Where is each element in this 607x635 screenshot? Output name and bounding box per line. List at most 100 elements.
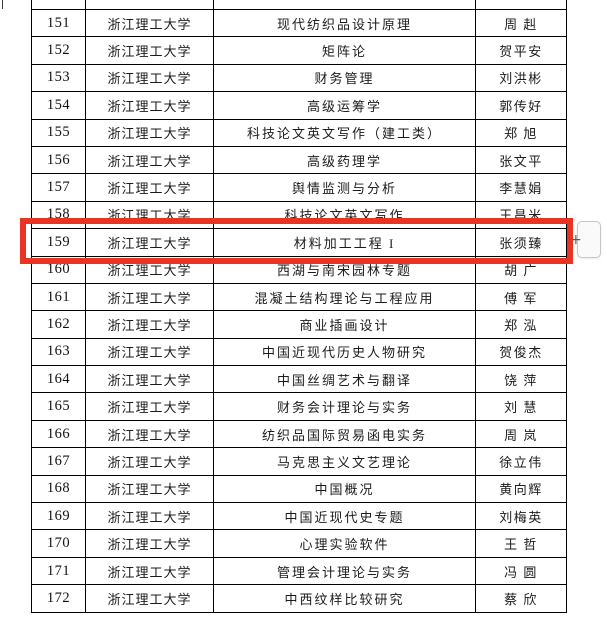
row-number-cell: 155 [31, 118, 86, 147]
course-cell: 中国近现代史专题 [213, 502, 476, 531]
row-number-cell: 159 [31, 228, 86, 257]
table-row: 169 浙江理工大学 中国近现代史专题 刘梅英 [31, 502, 567, 531]
table-row: 162 浙江理工大学 商业插画设计 郑 泓 [31, 310, 567, 339]
row-plus-handle-button[interactable]: + [570, 221, 601, 258]
partial-cell [31, 0, 86, 10]
university-cell: 浙江理工大学 [85, 419, 214, 449]
course-cell: 管理会计理论与实务 [213, 556, 476, 586]
table-row: 172 浙江理工大学 中西纹样比较研究 蔡 欣 [31, 584, 567, 613]
table-row: 166 浙江理工大学 纺织品国际贸易函电实务 周 岚 [31, 419, 567, 449]
teacher-cell: 贺俊杰 [475, 337, 567, 367]
teacher-cell: 刘 慧 [475, 392, 567, 421]
row-number-cell: 163 [31, 337, 86, 367]
teacher-cell: 周 赳 [475, 8, 567, 38]
table-row: 171 浙江理工大学 管理会计理论与实务 冯 圆 [31, 556, 567, 586]
table-row: 152 浙江理工大学 矩阵论 贺平安 [31, 36, 567, 65]
teacher-cell: 蔡 欣 [475, 584, 567, 613]
course-cell: 财务会计理论与实务 [213, 392, 476, 421]
row-number-cell: 158 [31, 200, 86, 230]
table-row: 161 浙江理工大学 混凝土结构理论与工程应用 傅 军 [31, 282, 567, 312]
row-number-cell: 169 [31, 502, 86, 531]
course-cell: 西湖与南宋园林专题 [213, 255, 476, 284]
partial-cell [85, 0, 214, 10]
university-cell: 浙江理工大学 [85, 282, 214, 312]
teacher-cell: 周 岚 [475, 419, 567, 449]
row-number-cell: 167 [31, 447, 86, 476]
table-row: 151 浙江理工大学 现代纺织品设计原理 周 赳 [31, 8, 567, 38]
course-cell: 科技论文英文写作（建工类） [213, 118, 476, 147]
course-cell: 马克思主义文艺理论 [213, 447, 476, 476]
course-cell: 中西纹样比较研究 [213, 584, 476, 613]
teacher-cell: 张须臻 [475, 228, 567, 257]
university-cell: 浙江理工大学 [85, 474, 214, 504]
university-cell: 浙江理工大学 [85, 118, 214, 147]
university-cell: 浙江理工大学 [85, 337, 214, 367]
table-row: 159 浙江理工大学 材料加工工程 I 张须臻 [31, 228, 567, 257]
row-number-cell: 166 [31, 419, 86, 449]
university-cell: 浙江理工大学 [85, 365, 214, 394]
row-number-cell: 160 [31, 255, 86, 284]
table-row: 158 浙江理工大学 科技论文英文写作 王昌米 [31, 200, 567, 230]
teacher-cell: 傅 军 [475, 282, 567, 312]
table-row: 160 浙江理工大学 西湖与南宋园林专题 胡 广 [31, 255, 567, 284]
university-cell: 浙江理工大学 [85, 255, 214, 284]
teacher-cell: 贺平安 [475, 36, 567, 65]
plus-icon: + [570, 231, 582, 248]
row-number-cell: 156 [31, 145, 86, 175]
row-number-cell: 161 [31, 282, 86, 312]
row-number-cell: 171 [31, 556, 86, 586]
table-row: 157 浙江理工大学 舆情监测与分析 李慧娟 [31, 173, 567, 202]
table-row: 154 浙江理工大学 高级运筹学 郭传好 [31, 91, 567, 120]
course-cell: 高级运筹学 [213, 91, 476, 120]
course-cell: 中国概况 [213, 474, 476, 504]
row-number-cell: 165 [31, 392, 86, 421]
row-number-cell: 152 [31, 36, 86, 65]
row-number-cell: 154 [31, 91, 86, 120]
row-number-cell: 172 [31, 584, 86, 613]
row-number-cell: 151 [31, 8, 86, 38]
university-cell: 浙江理工大学 [85, 310, 214, 339]
course-cell: 舆情监测与分析 [213, 173, 476, 202]
partial-cell [213, 0, 476, 10]
teacher-cell: 王昌米 [475, 200, 567, 230]
course-cell: 中国近现代历史人物研究 [213, 337, 476, 367]
university-cell: 浙江理工大学 [85, 8, 214, 38]
university-cell: 浙江理工大学 [85, 447, 214, 476]
course-cell: 商业插画设计 [213, 310, 476, 339]
table-row: 165 浙江理工大学 财务会计理论与实务 刘 慧 [31, 392, 567, 421]
university-cell: 浙江理工大学 [85, 228, 214, 257]
teacher-cell: 刘梅英 [475, 502, 567, 531]
course-cell: 科技论文英文写作 [213, 200, 476, 230]
university-cell: 浙江理工大学 [85, 584, 214, 613]
teacher-cell: 张文平 [475, 145, 567, 175]
course-cell: 矩阵论 [213, 36, 476, 65]
teacher-cell: 胡 广 [475, 255, 567, 284]
row-number-cell: 162 [31, 310, 86, 339]
university-cell: 浙江理工大学 [85, 556, 214, 586]
university-cell: 浙江理工大学 [85, 91, 214, 120]
teacher-cell: 徐立伟 [475, 447, 567, 476]
university-cell: 浙江理工大学 [85, 529, 214, 558]
teacher-cell: 郑 泓 [475, 310, 567, 339]
table-row: 163 浙江理工大学 中国近现代历史人物研究 贺俊杰 [31, 337, 567, 367]
university-cell: 浙江理工大学 [85, 63, 214, 93]
course-cell: 财务管理 [213, 63, 476, 93]
teacher-cell: 李慧娟 [475, 173, 567, 202]
university-cell: 浙江理工大学 [85, 392, 214, 421]
course-cell: 混凝土结构理论与工程应用 [213, 282, 476, 312]
row-number-cell: 157 [31, 173, 86, 202]
university-cell: 浙江理工大学 [85, 200, 214, 230]
table-row: 164 浙江理工大学 中国丝绸艺术与翻译 饶 萍 [31, 365, 567, 394]
course-table-body: 151 浙江理工大学 现代纺织品设计原理 周 赳 152 浙江理工大学 矩阵论 … [31, 0, 567, 613]
teacher-cell: 郑 旭 [475, 118, 567, 147]
table-row: 155 浙江理工大学 科技论文英文写作（建工类） 郑 旭 [31, 118, 567, 147]
course-cell: 纺织品国际贸易函电实务 [213, 419, 476, 449]
course-cell: 中国丝绸艺术与翻译 [213, 365, 476, 394]
teacher-cell: 郭传好 [475, 91, 567, 120]
table-row: 156 浙江理工大学 高级药理学 张文平 [31, 145, 567, 175]
table-edge-artifact [2, 0, 3, 9]
table-row: 167 浙江理工大学 马克思主义文艺理论 徐立伟 [31, 447, 567, 476]
university-cell: 浙江理工大学 [85, 145, 214, 175]
partial-row-above [31, 0, 567, 10]
